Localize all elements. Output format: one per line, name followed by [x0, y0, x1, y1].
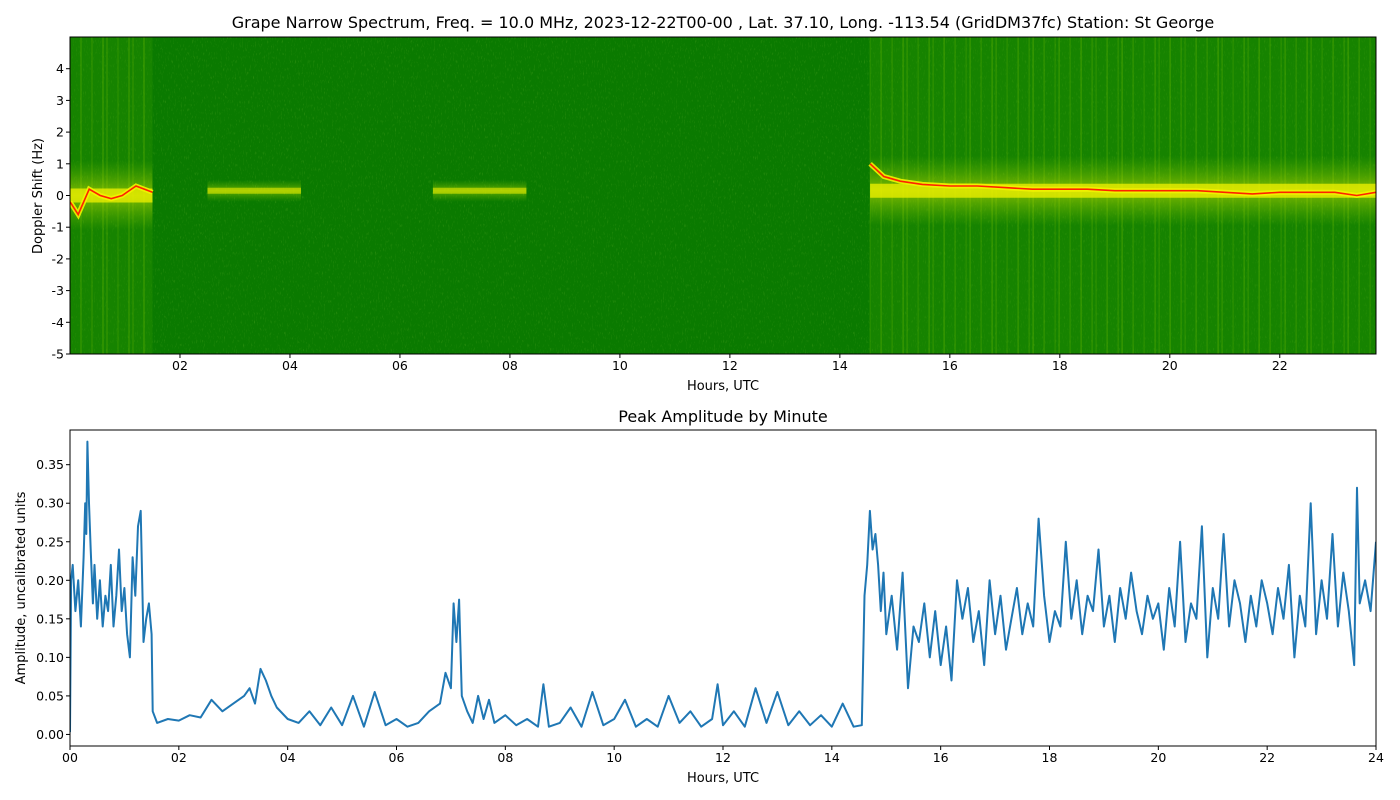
y-tick-label: 0.30 — [36, 496, 64, 511]
spectrogram-title: Grape Narrow Spectrum, Freq. = 10.0 MHz,… — [232, 13, 1215, 32]
x-tick-label: 20 — [1150, 750, 1166, 765]
y-tick-label: 0.00 — [36, 727, 64, 742]
x-tick-label: 16 — [933, 750, 949, 765]
x-tick-label: 10 — [612, 358, 628, 373]
amplitude-panel: Peak Amplitude by Minute 00 02 04 06 08 10 12 1… — [14, 407, 1384, 786]
x-tick-label: 02 — [172, 358, 188, 373]
y-tick-label: 4 — [56, 61, 64, 76]
spectrogram-peak-trace — [70, 161, 1376, 220]
x-tick-label: 18 — [1052, 358, 1068, 373]
signal-core — [432, 187, 527, 194]
peak-trace-line — [70, 185, 153, 217]
spectrogram-plot-area — [70, 37, 1376, 354]
spectrogram-y-axis-label: Doppler Shift (Hz) — [31, 138, 46, 254]
x-tick-label: 16 — [942, 358, 958, 373]
x-tick-label: 12 — [722, 358, 738, 373]
y-tick-label: -2 — [52, 251, 64, 266]
y-tick-label: -4 — [52, 315, 65, 330]
x-tick-label: 04 — [282, 358, 298, 373]
amplitude-series-line — [70, 440, 1376, 733]
x-tick-label: 22 — [1272, 358, 1288, 373]
x-tick-label: 06 — [389, 750, 405, 765]
y-tick-label: 0.25 — [36, 534, 64, 549]
x-tick-label: 02 — [171, 750, 187, 765]
y-tick-label: -3 — [52, 283, 64, 298]
x-tick-label: 04 — [280, 750, 296, 765]
y-tick-label: 0.15 — [36, 611, 64, 626]
y-tick-label: 0.05 — [36, 688, 64, 703]
y-tick-label: -1 — [52, 220, 64, 235]
amplitude-x-axis-label: Hours, UTC — [687, 771, 759, 786]
y-tick-label: 0.35 — [36, 457, 64, 472]
x-tick-label: 00 — [62, 750, 78, 765]
x-tick-label: 18 — [1042, 750, 1058, 765]
x-tick-label: 24 — [1368, 750, 1384, 765]
x-tick-label: 14 — [832, 358, 848, 373]
spectrogram-panel: Grape Narrow Spectrum, Freq. = 10.0 MHz,… — [31, 13, 1377, 394]
signal-core — [207, 187, 301, 194]
x-tick-label: 12 — [715, 750, 731, 765]
y-tick-label: 0.10 — [36, 650, 64, 665]
y-tick-label: 0 — [56, 188, 64, 203]
amplitude-y-axis-label: Amplitude, uncalibrated units — [14, 491, 29, 684]
x-tick-label: 06 — [392, 358, 408, 373]
x-tick-label: 20 — [1162, 358, 1178, 373]
spectrogram-x-ticks: 02 04 06 08 10 12 14 16 18 20 22 — [172, 354, 1288, 373]
x-tick-label: 22 — [1259, 750, 1275, 765]
x-tick-label: 08 — [497, 750, 513, 765]
y-tick-label: 2 — [56, 125, 64, 140]
x-tick-label: 08 — [502, 358, 518, 373]
spectrogram-x-axis-label: Hours, UTC — [687, 379, 759, 394]
x-tick-label: 10 — [606, 750, 622, 765]
amplitude-y-ticks: 0.00 0.05 0.10 0.15 0.20 0.25 0.30 0.35 — [36, 457, 70, 742]
amplitude-x-ticks: 00 02 04 06 08 10 12 14 16 18 20 22 24 — [62, 746, 1384, 765]
spectrogram-y-ticks: 4 3 2 1 0 -1 -2 -3 -4 -5 — [52, 61, 70, 362]
y-tick-label: -5 — [52, 347, 64, 362]
peak-trace-line — [869, 163, 1376, 197]
amplitude-plot-background — [70, 430, 1376, 746]
amplitude-title: Peak Amplitude by Minute — [618, 407, 828, 426]
y-tick-label: 3 — [56, 93, 64, 108]
x-tick-label: 14 — [824, 750, 840, 765]
spectrogram-signal-segments — [70, 37, 1376, 354]
y-tick-label: 0.20 — [36, 573, 64, 588]
y-tick-label: 1 — [56, 156, 64, 171]
